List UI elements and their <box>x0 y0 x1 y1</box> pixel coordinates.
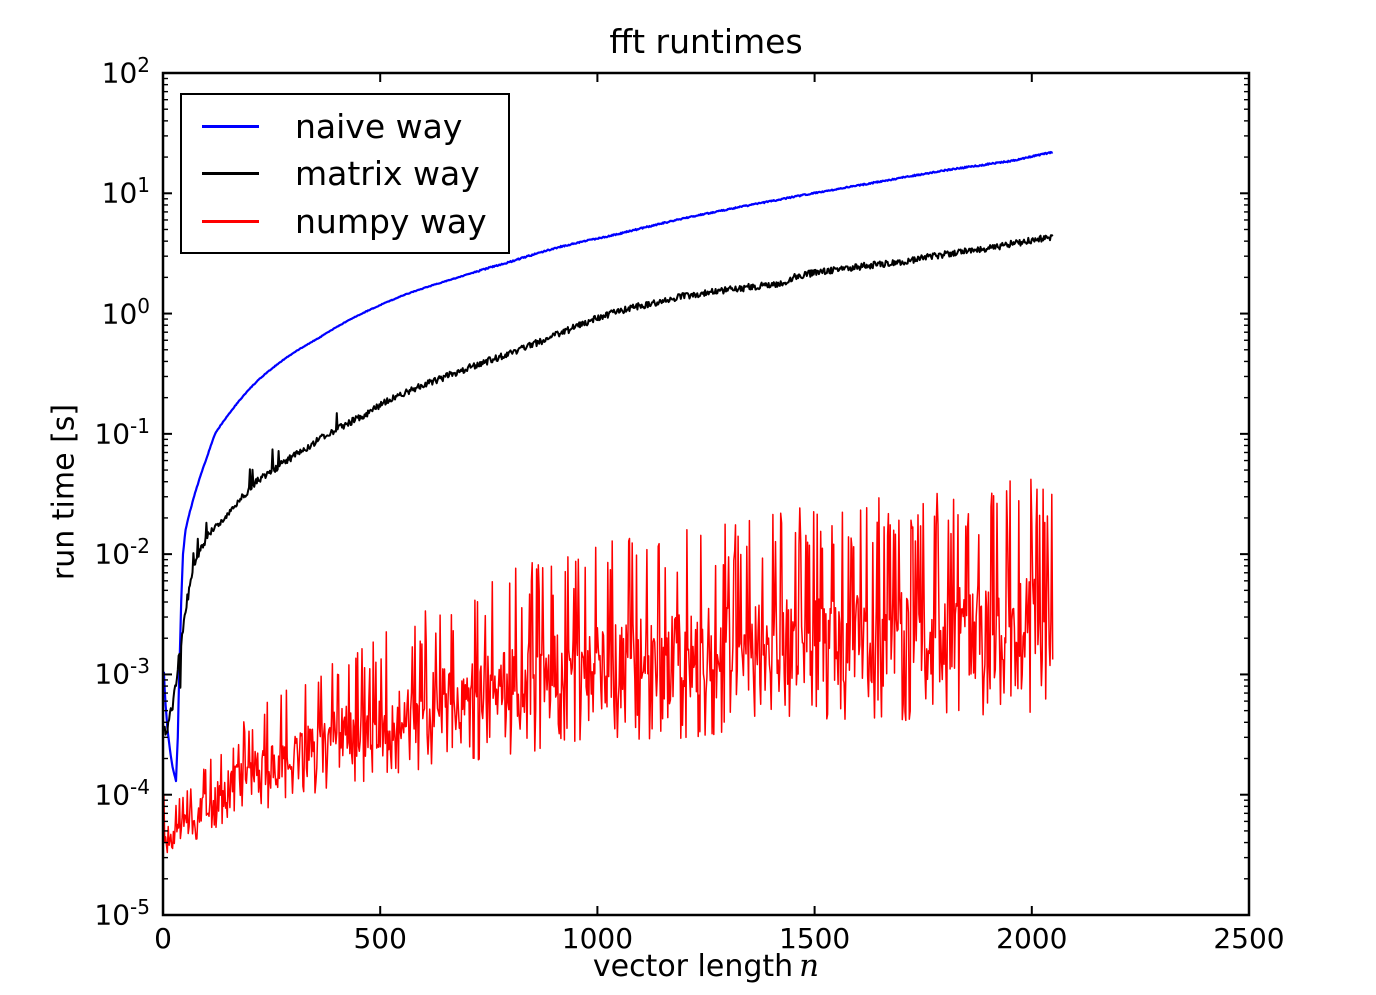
legend-label: matrix way <box>295 154 480 193</box>
y-tick-label-1e-3: 10-3 <box>94 654 150 691</box>
plot-spines <box>161 71 1251 917</box>
legend-label: numpy way <box>295 201 487 241</box>
legend-line-swatch <box>202 172 259 175</box>
series-lines <box>162 150 1054 854</box>
x-axis-label-math-n: n <box>799 948 820 984</box>
x-tick-label-2500: 2500 <box>1213 922 1285 955</box>
legend-item-matrix-way: matrix way <box>202 157 508 190</box>
y-tick-label-1e-5: 10-5 <box>94 895 150 932</box>
chart-title: fft runtimes <box>609 22 803 61</box>
x-tick-label-2000: 2000 <box>996 922 1068 955</box>
x-tick-label-1500: 1500 <box>778 922 851 955</box>
y-tick-label-1e0: 100 <box>101 293 150 331</box>
legend: naive way matrix way numpy way <box>180 93 510 254</box>
legend-line-swatch <box>202 124 259 128</box>
y-tick-label-1e1: 101 <box>101 173 150 210</box>
y-tick-label-1e-2: 10-2 <box>94 534 150 571</box>
legend-label: naive way <box>295 106 463 146</box>
x-tick-label-1000: 1000 <box>561 922 634 955</box>
series-naive-way-line <box>162 150 1054 783</box>
x-tick-label-500: 500 <box>353 922 407 955</box>
axes-frame <box>161 71 1251 917</box>
legend-item-naive-way: naive way <box>202 110 508 143</box>
legend-line-swatch <box>202 219 259 223</box>
series-numpy-way-line <box>163 478 1054 854</box>
series-matrix-way-line <box>162 233 1054 736</box>
x-tick-label-0: 0 <box>154 922 172 955</box>
y-tick-label-1e-4: 10-4 <box>94 774 150 812</box>
legend-item-numpy-way: numpy way <box>202 205 508 238</box>
x-axis-label-text: vector length <box>592 949 794 984</box>
y-tick-label-1e2: 102 <box>101 53 150 90</box>
y-tick-label-1e-1: 10-1 <box>94 414 150 451</box>
x-axis-label: vector length n <box>593 948 819 984</box>
